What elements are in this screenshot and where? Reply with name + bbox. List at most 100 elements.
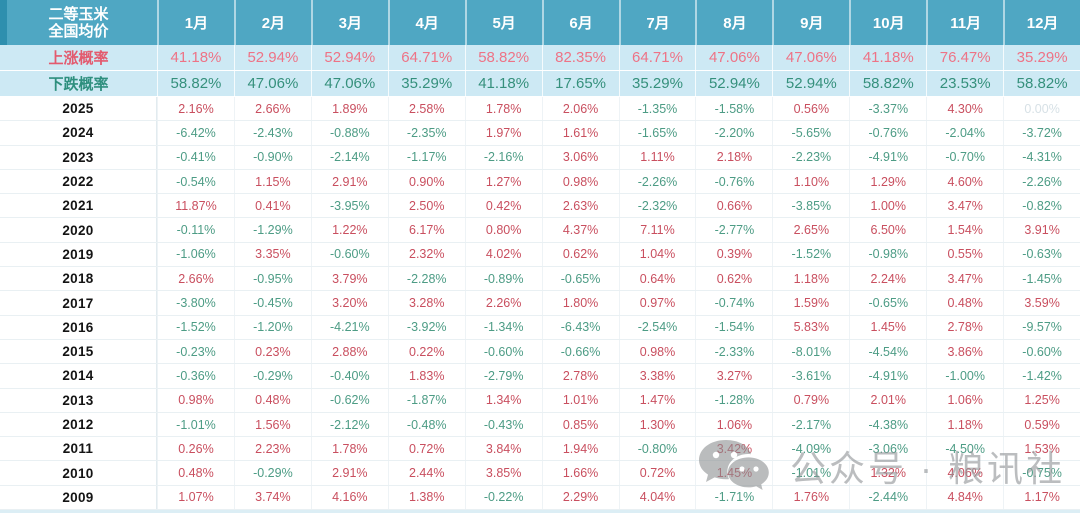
value-cell: 0.23% <box>233 339 311 364</box>
value-cell: 0.98% <box>618 339 696 364</box>
value-cell: -2.12% <box>310 412 388 437</box>
value-cell: -0.62% <box>310 388 388 412</box>
value-cell: 0.66% <box>695 194 772 218</box>
table-row: 2015 -0.23% 0.23% 2.88% 0.22% -0.60% -0.66% 0.9… <box>0 339 1080 365</box>
rise-probability-cell: 82.35% <box>541 45 619 70</box>
value-cell: 0.64% <box>618 267 696 291</box>
value-cell: -1.52% <box>157 315 234 339</box>
month-header: 10月 <box>849 0 926 45</box>
value-cell: -3.85% <box>772 194 849 218</box>
rise-probability-row: 上涨概率 41.18% 52.94% 52.94% 64.71% 58.82% 82.35… <box>0 45 1080 71</box>
value-cell: -4.54% <box>849 339 926 364</box>
value-cell: -0.74% <box>695 291 772 315</box>
value-cell: -1.28% <box>695 388 772 412</box>
value-cell: 1.29% <box>849 169 926 194</box>
value-cell: 4.30% <box>926 97 1003 121</box>
value-cell: 2.78% <box>541 364 619 388</box>
table-row: 2011 0.26% 2.23% 1.78% 0.72% 3.84% 1.94% -0.80%… <box>0 437 1080 462</box>
rise-probability-cell: 76.47% <box>926 45 1003 70</box>
value-cell: 2.91% <box>310 461 388 485</box>
value-cell: -2.26% <box>618 169 696 194</box>
value-cell: -3.72% <box>1003 121 1080 145</box>
value-cell: 0.59% <box>1003 412 1080 437</box>
value-cell: 0.22% <box>387 339 465 364</box>
year-label: 2024 <box>0 121 157 145</box>
value-cell: -0.76% <box>695 169 772 194</box>
value-cell: -8.01% <box>772 339 849 364</box>
table-row: 2014 -0.36% -0.29% -0.40% 1.83% -2.79% 2.78% 3.… <box>0 364 1080 389</box>
fall-probability-cell: 17.65% <box>541 71 619 96</box>
value-cell: -3.37% <box>849 97 926 121</box>
value-cell: 1.61% <box>541 121 619 145</box>
value-cell: 1.80% <box>541 291 619 315</box>
value-cell: -1.06% <box>157 242 234 267</box>
year-label: 2009 <box>0 485 157 510</box>
value-cell: 1.15% <box>233 169 311 194</box>
table-header-row: 二等玉米 全国均价 1月 2月 3月 4月 5月 6月 7月 8月 9月 10月 11月 12月 <box>0 0 1080 45</box>
value-cell: 1.10% <box>772 169 849 194</box>
value-cell: -1.42% <box>1003 364 1080 388</box>
table-title-cell: 二等玉米 全国均价 <box>0 0 157 45</box>
value-cell: 0.90% <box>387 169 465 194</box>
month-header: 12月 <box>1003 0 1080 45</box>
month-header: 9月 <box>772 0 849 45</box>
value-cell: -4.91% <box>849 364 926 388</box>
rise-probability-cell: 35.29% <box>1003 45 1080 70</box>
value-cell: 2.50% <box>387 194 465 218</box>
value-cell: 0.26% <box>157 437 234 461</box>
month-header: 3月 <box>310 0 388 45</box>
month-header: 1月 <box>157 0 234 45</box>
value-cell: 3.59% <box>1003 291 1080 315</box>
fall-probability-cell: 47.06% <box>233 71 311 96</box>
value-cell: 1.66% <box>541 461 619 485</box>
value-cell: 1.45% <box>849 315 926 339</box>
value-cell: -1.65% <box>618 121 696 145</box>
fall-probability-row: 下跌概率 58.82% 47.06% 47.06% 35.29% 41.18% 17.65… <box>0 71 1080 97</box>
value-cell: 4.84% <box>926 485 1003 510</box>
fall-probability-cell: 58.82% <box>157 71 234 96</box>
value-cell: 6.50% <box>849 218 926 242</box>
value-cell: -0.66% <box>541 339 619 364</box>
value-cell: -2.20% <box>695 121 772 145</box>
value-cell: 5.83% <box>772 315 849 339</box>
year-label: 2020 <box>0 218 157 242</box>
year-label: 2018 <box>0 267 157 291</box>
value-cell: -3.95% <box>310 194 388 218</box>
value-cell: 6.17% <box>387 218 465 242</box>
value-cell: 2.29% <box>541 485 619 510</box>
table-row: 2017 -3.80% -0.45% 3.20% 3.28% 2.26% 1.80% 0.97… <box>0 291 1080 316</box>
value-cell: -0.23% <box>157 339 234 364</box>
value-cell: 1.76% <box>772 485 849 510</box>
value-cell: -2.54% <box>618 315 696 339</box>
value-cell: 2.91% <box>310 169 388 194</box>
value-cell: -0.11% <box>157 218 234 242</box>
value-cell: -2.77% <box>695 218 772 242</box>
value-cell: -0.75% <box>1003 461 1080 485</box>
fall-probability-cell: 58.82% <box>849 71 926 96</box>
month-header: 11月 <box>926 0 1003 45</box>
value-cell: -1.71% <box>695 485 772 510</box>
value-cell: -1.00% <box>926 364 1003 388</box>
fall-probability-cell: 47.06% <box>310 71 388 96</box>
fall-probability-cell: 35.29% <box>387 71 465 96</box>
value-cell: -5.65% <box>772 121 849 145</box>
value-cell: 1.25% <box>1003 388 1080 412</box>
value-cell: 1.18% <box>926 412 1003 437</box>
table-row: 2013 0.98% 0.48% -0.62% -1.87% 1.34% 1.01% 1.47… <box>0 388 1080 413</box>
value-cell: -0.76% <box>849 121 926 145</box>
fall-probability-label: 下跌概率 <box>48 76 109 93</box>
value-cell: 3.47% <box>926 267 1003 291</box>
value-cell: -0.95% <box>233 267 311 291</box>
year-label: 2017 <box>0 291 157 315</box>
value-cell: 3.35% <box>233 242 311 267</box>
table-row: 2024 -6.42% -2.43% -0.88% -2.35% 1.97% 1.61% -1… <box>0 121 1080 146</box>
value-cell: 3.85% <box>464 461 542 485</box>
value-cell: 1.94% <box>541 437 619 461</box>
value-cell: -4.09% <box>772 437 849 461</box>
value-cell: -0.54% <box>157 169 234 194</box>
value-cell: -0.90% <box>233 145 311 169</box>
value-cell: 11.87% <box>157 194 234 218</box>
value-cell: -0.65% <box>849 291 926 315</box>
value-cell: -4.21% <box>310 315 388 339</box>
